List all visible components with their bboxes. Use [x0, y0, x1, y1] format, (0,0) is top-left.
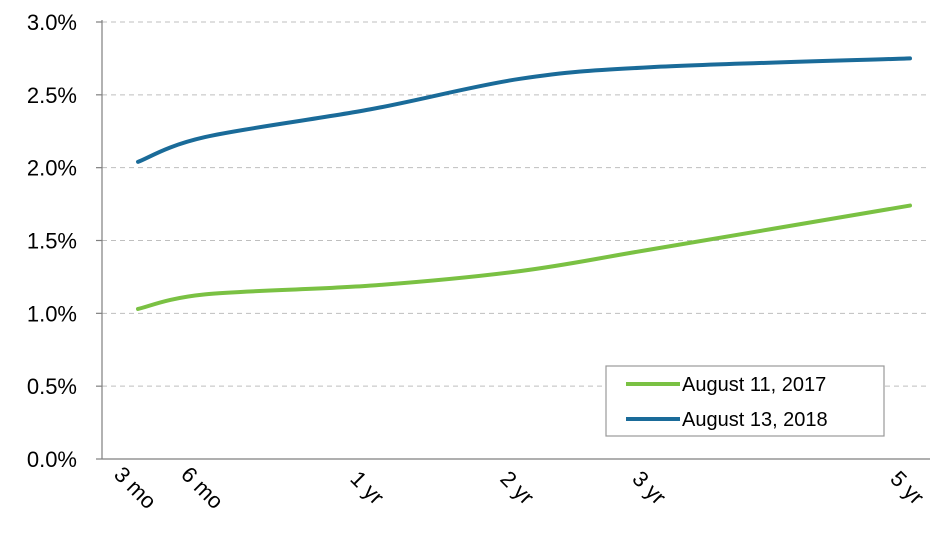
data-point	[136, 307, 140, 311]
x-tick-label: 5 yr	[885, 466, 929, 510]
series-line-august-13-2018	[136, 56, 912, 164]
legend-box	[605, 365, 885, 437]
data-point	[518, 77, 522, 81]
x-tick-labels: 3 mo 6 mo 1 yr 2 yr 3 yr 5 yr	[109, 462, 929, 514]
data-point	[650, 247, 654, 251]
y-tick-label: 1.5%	[27, 229, 77, 254]
series-lines	[136, 56, 912, 311]
y-tick-label: 0.5%	[27, 374, 77, 399]
data-point	[908, 204, 912, 208]
data-point	[368, 107, 372, 111]
data-point	[136, 160, 140, 164]
data-point	[908, 56, 912, 60]
y-tick-label: 2.5%	[27, 83, 77, 108]
series-line-august-11-2017	[136, 203, 912, 311]
y-tick-label: 0.0%	[27, 447, 77, 472]
data-point	[368, 284, 372, 288]
legend-label-august-11-2017: August 11, 2017	[682, 374, 826, 396]
x-tick-label: 3 yr	[627, 466, 671, 510]
x-tick-label: 6 mo	[176, 462, 228, 514]
legend-label-august-13-2018: August 13, 2018	[682, 409, 828, 431]
data-point	[203, 135, 207, 139]
legend: August 11, 2017 August 13, 2018	[605, 365, 885, 437]
data-point	[518, 269, 522, 273]
x-tick-label: 1 yr	[345, 466, 389, 510]
data-point	[650, 65, 654, 69]
y-tick-label: 1.0%	[27, 301, 77, 326]
x-tick-label: 2 yr	[495, 466, 539, 510]
axes	[96, 20, 930, 460]
y-tick-label: 3.0%	[27, 10, 77, 35]
data-point	[203, 292, 207, 296]
y-tick-labels: 0.0% 0.5% 1.0% 1.5% 2.0% 2.5% 3.0%	[27, 10, 77, 472]
x-tick-label: 3 mo	[109, 462, 161, 514]
y-tick-label: 2.0%	[27, 156, 77, 181]
gridlines	[102, 21, 930, 387]
